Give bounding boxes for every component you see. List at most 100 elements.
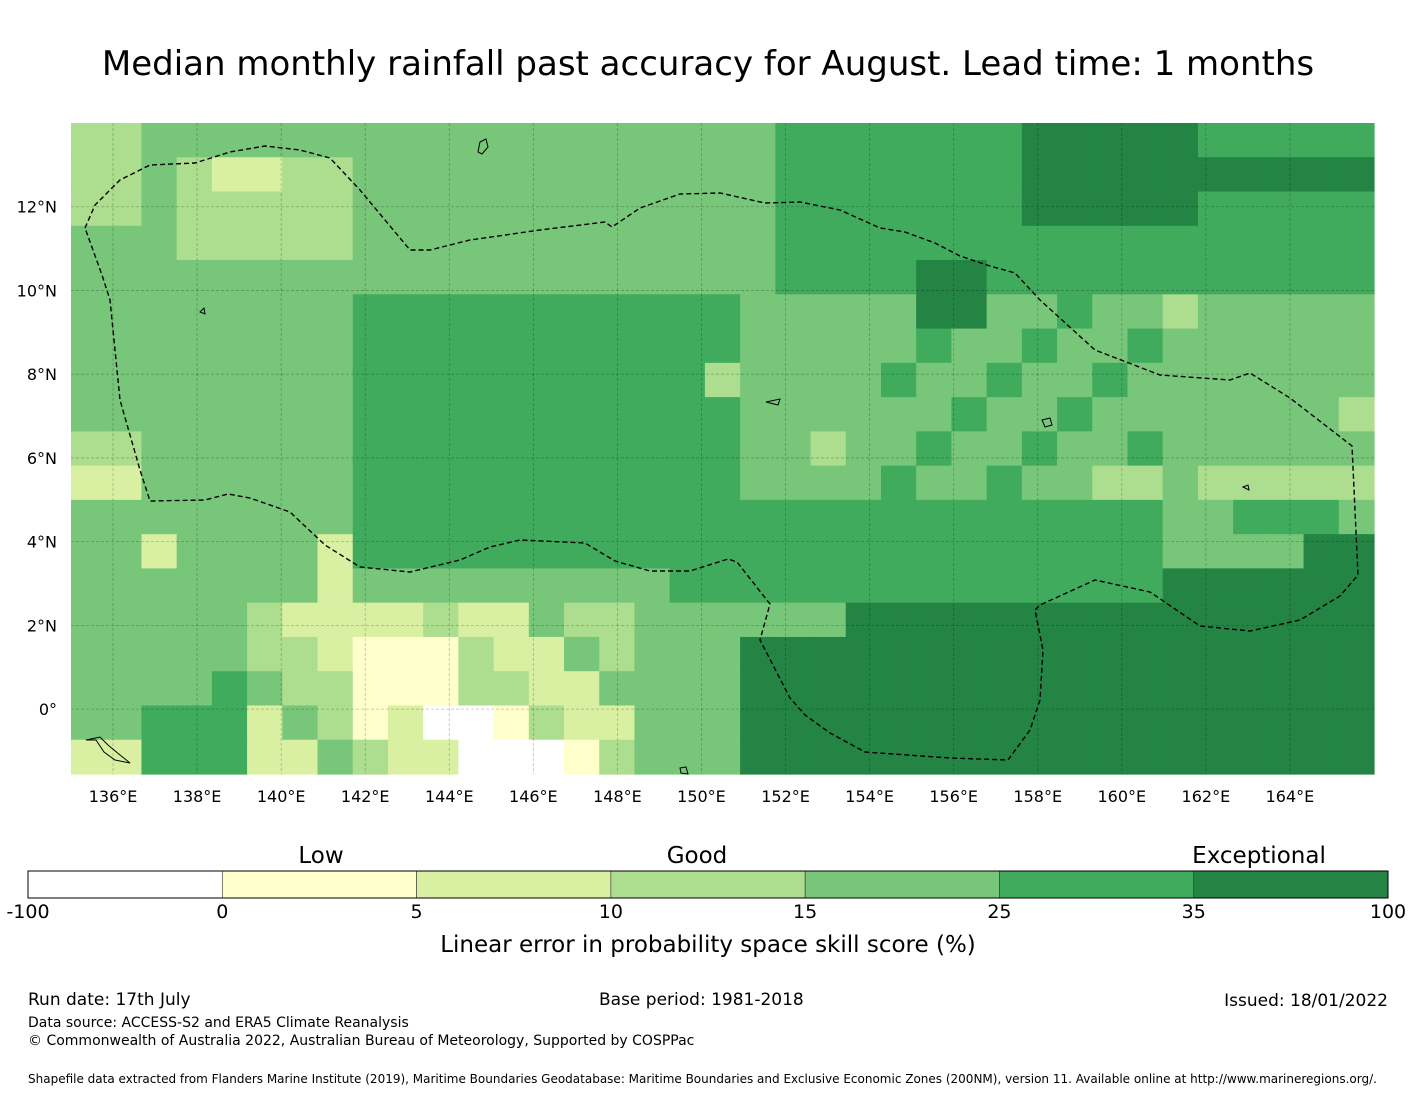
grid-cell bbox=[317, 397, 354, 432]
grid-cell bbox=[282, 123, 319, 158]
grid-cell bbox=[1338, 225, 1375, 261]
grid-cell bbox=[1338, 294, 1375, 330]
grid-cell bbox=[282, 157, 319, 193]
grid-cell bbox=[564, 157, 600, 193]
grid-cell bbox=[106, 157, 143, 193]
grid-cell bbox=[775, 431, 812, 467]
grid-cell bbox=[106, 499, 143, 535]
grid-cell bbox=[599, 225, 636, 261]
grid-cell bbox=[564, 397, 600, 432]
longitude-tick-label: 154°E bbox=[845, 787, 894, 806]
grid-cell bbox=[845, 157, 882, 193]
grid-cell bbox=[669, 157, 706, 193]
grid-cell bbox=[1233, 465, 1269, 501]
grid-cell bbox=[775, 123, 812, 158]
grid-cell bbox=[387, 431, 424, 467]
grid-cell bbox=[1233, 739, 1269, 775]
grid-cell bbox=[880, 362, 917, 398]
grid-cell bbox=[669, 191, 706, 227]
grid-cell bbox=[634, 671, 671, 707]
grid-cell bbox=[810, 431, 847, 467]
grid-cell bbox=[211, 328, 248, 364]
grid-cell bbox=[986, 671, 1023, 707]
grid-cell bbox=[986, 568, 1023, 604]
grid-cell bbox=[916, 362, 953, 398]
grid-cell bbox=[1057, 225, 1093, 261]
grid-cell bbox=[740, 294, 776, 330]
grid-cell bbox=[880, 602, 917, 638]
grid-cell bbox=[528, 671, 565, 707]
grid-cell bbox=[141, 397, 178, 432]
grid-cell bbox=[423, 294, 459, 330]
grid-cell bbox=[282, 362, 319, 398]
grid-cell bbox=[1268, 328, 1305, 364]
grid-cell bbox=[352, 671, 389, 707]
grid-cell bbox=[951, 294, 988, 330]
grid-cell bbox=[740, 123, 776, 158]
grid-cell bbox=[106, 431, 143, 467]
grid-cell bbox=[282, 431, 319, 467]
grid-cell bbox=[564, 294, 600, 330]
grid-cell bbox=[634, 191, 671, 227]
grid-cell bbox=[1162, 328, 1199, 364]
grid-cell bbox=[1268, 671, 1305, 707]
grid-cell bbox=[599, 568, 636, 604]
grid-cell bbox=[951, 568, 988, 604]
category-low: Low bbox=[298, 843, 344, 869]
colorbar-tick-label: 5 bbox=[410, 901, 423, 923]
grid-cell bbox=[845, 465, 882, 501]
grid-cell bbox=[1233, 294, 1269, 330]
grid-cell bbox=[951, 328, 988, 364]
grid-cell bbox=[211, 636, 248, 672]
latitude-tick-label: 2°N bbox=[27, 616, 57, 635]
longitude-tick-label: 160°E bbox=[1097, 787, 1146, 806]
grid-cell bbox=[634, 260, 671, 295]
grid-cell bbox=[669, 671, 706, 707]
grid-cell bbox=[387, 157, 424, 193]
latitude-tick-label: 0° bbox=[39, 700, 57, 719]
grid-cell bbox=[740, 568, 776, 604]
grid-cell bbox=[1057, 123, 1093, 158]
grid-cell bbox=[528, 260, 565, 295]
grid-cell bbox=[176, 465, 213, 501]
grid-cell bbox=[564, 636, 600, 672]
grid-cell bbox=[1197, 636, 1234, 672]
grid-cell bbox=[669, 294, 706, 330]
grid-cell bbox=[775, 739, 812, 775]
grid-cell bbox=[1303, 225, 1340, 261]
grid-cell bbox=[564, 671, 600, 707]
grid-cell bbox=[599, 123, 636, 158]
island-small-1 bbox=[765, 398, 781, 406]
grid-cell bbox=[986, 705, 1023, 741]
grid-cell bbox=[1021, 568, 1058, 604]
grid-cell bbox=[1197, 431, 1234, 467]
map-title: Median monthly rainfall past accuracy fo… bbox=[101, 44, 1315, 84]
grid-cell bbox=[106, 294, 143, 330]
grid-cell bbox=[634, 465, 671, 501]
colorbar-segment bbox=[221, 870, 417, 899]
grid-cell bbox=[458, 260, 495, 295]
grid-cell bbox=[282, 225, 319, 261]
grid-cell bbox=[951, 362, 988, 398]
grid-cell bbox=[1127, 397, 1164, 432]
grid-cell bbox=[810, 739, 847, 775]
grid-cell bbox=[1162, 671, 1199, 707]
grid-cell bbox=[176, 362, 213, 398]
grid-cell bbox=[528, 191, 565, 227]
grid-cell bbox=[599, 328, 636, 364]
grid-cell bbox=[1021, 534, 1058, 570]
grid-cell bbox=[634, 397, 671, 432]
grid-cell bbox=[704, 362, 741, 398]
grid-cell bbox=[352, 260, 389, 295]
grid-cell bbox=[458, 739, 495, 775]
grid-cell bbox=[775, 705, 812, 741]
grid-cell bbox=[458, 431, 495, 467]
grid-cell bbox=[176, 499, 213, 535]
grid-cell bbox=[458, 705, 495, 741]
grid-cell bbox=[810, 534, 847, 570]
grid-cell bbox=[1092, 671, 1129, 707]
longitude-tick-label: 148°E bbox=[593, 787, 642, 806]
grid-cell bbox=[1303, 534, 1340, 570]
grid-cell bbox=[1303, 431, 1340, 467]
grid-cell bbox=[317, 362, 354, 398]
